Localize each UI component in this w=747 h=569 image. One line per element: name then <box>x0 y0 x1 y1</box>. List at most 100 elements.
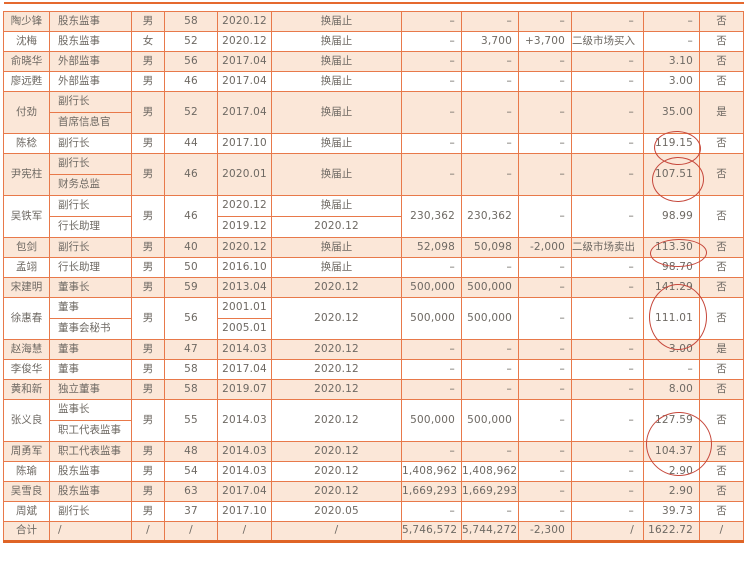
cell-end-date: 换届止 <box>271 71 402 92</box>
cell-other-comp-flag: 否 <box>699 71 744 92</box>
cell-shares-begin: – <box>401 441 462 462</box>
cell-other-comp-flag: 否 <box>699 297 744 340</box>
cell-shares-change: – <box>518 461 572 482</box>
table-row: 张义良 监事长男 55 2014.03 2020.12 500,000 500,000– –1… <box>3 399 744 442</box>
cell-name: 宋建明 <box>3 277 50 298</box>
cell-end-date: 2020.12 <box>271 481 402 502</box>
cell-position: 股东监事 <box>49 11 132 32</box>
cell-shares-end: 500,000 <box>461 399 519 442</box>
cell-position: 副行长 <box>49 501 132 522</box>
cell-end-date: 换届止 <box>271 237 402 258</box>
cell-end-date: 换届止 <box>271 195 402 217</box>
cell-start-date: 2017.10 <box>217 501 272 522</box>
cell-end-date: 2020.12 <box>271 379 402 400</box>
table-row: 俞晓华 外部监事男 56 2017.04 换届止 – – – –3.10 否 <box>3 51 744 72</box>
cell-shares-begin: 230,362 <box>401 195 462 238</box>
page-top-rule <box>4 2 744 4</box>
cell-other-comp-flag: 是 <box>699 339 744 360</box>
cell-compensation: – <box>643 11 700 32</box>
cell-name: 赵海慧 <box>3 339 50 360</box>
cell-position: 财务总监 <box>49 174 132 196</box>
table-subrow: 首席信息官 <box>4 112 744 134</box>
cell-shares-change: – <box>518 257 572 278</box>
cell-shares-end: 1,669,293 <box>461 481 519 502</box>
table-subrow: 财务总监 <box>4 174 744 196</box>
cell-compensation: 111.01 <box>643 297 700 340</box>
cell-age: 46 <box>164 153 218 196</box>
cell-shares-change: – <box>518 51 572 72</box>
cell-age: 46 <box>164 71 218 92</box>
cell-shares-begin: – <box>401 339 462 360</box>
cell-age: 37 <box>164 501 218 522</box>
cell-position: 董事 <box>49 297 132 319</box>
cell-compensation: 98.99 <box>643 195 700 238</box>
cell-position: 董事 <box>49 359 132 380</box>
cell-age: 47 <box>164 339 218 360</box>
cell-change-reason: 二级市场卖出 <box>571 237 644 258</box>
cell-gender: 男 <box>131 257 165 278</box>
cell-shares-change: – <box>518 339 572 360</box>
cell-shares-change: – <box>518 297 572 340</box>
cell-age: 58 <box>164 11 218 32</box>
cell-compensation: 8.00 <box>643 379 700 400</box>
cell-shares-end: 5,744,272 <box>461 521 519 542</box>
cell-position: 副行长 <box>49 133 132 154</box>
cell-compensation: 2.90 <box>643 481 700 502</box>
cell-name: 俞晓华 <box>3 51 50 72</box>
cell-gender: 男 <box>131 195 165 238</box>
cell-other-comp-flag: / <box>699 521 744 542</box>
cell-start-date: 2017.04 <box>217 91 272 134</box>
cell-other-comp-flag: 是 <box>699 91 744 134</box>
cell-compensation: 39.73 <box>643 501 700 522</box>
cell-compensation: – <box>643 31 700 52</box>
table-row: 包剑 副行长男 40 2020.12 换届止 52,098 50,098 -2,000 二级市场… <box>3 237 744 258</box>
cell-position: 行长助理 <box>49 257 132 278</box>
cell-change-reason: 二级市场买入 <box>571 31 644 52</box>
cell-shares-begin: 1,408,962 <box>401 461 462 482</box>
cell-position: 首席信息官 <box>49 112 132 134</box>
cell-age: 59 <box>164 277 218 298</box>
cell-gender: 男 <box>131 71 165 92</box>
cell-shares-change: -2,300 <box>518 521 572 542</box>
cell-gender: / <box>131 521 165 542</box>
cell-compensation: 104.37 <box>643 441 700 462</box>
cell-shares-end: – <box>461 51 519 72</box>
cell-shares-change: -2,000 <box>518 237 572 258</box>
cell-compensation: 35.00 <box>643 91 700 134</box>
cell-change-reason: – <box>571 441 644 462</box>
cell-position: 副行长 <box>49 195 132 217</box>
cell-other-comp-flag: 否 <box>699 237 744 258</box>
cell-shares-end: – <box>461 91 519 134</box>
table-row: 吴铁军 副行长男 46 2020.12 换届止 230,362 230,362– –98.99… <box>3 195 744 238</box>
cell-name: 徐惠春 <box>3 297 50 340</box>
cell-start-date: 2019.07 <box>217 379 272 400</box>
cell-end-date: 2020.12 <box>271 461 402 482</box>
cell-other-comp-flag: 否 <box>699 31 744 52</box>
cell-position: 董事 <box>49 339 132 360</box>
cell-other-comp-flag: 否 <box>699 461 744 482</box>
table-row: 陈瑜 股东监事男 54 2014.03 2020.12 1,408,962 1,408,96… <box>3 461 744 482</box>
cell-end-date: / <box>271 521 402 542</box>
cell-end-date: 换届止 <box>271 257 402 278</box>
cell-shares-begin: 500,000 <box>401 277 462 298</box>
cell-gender: 男 <box>131 441 165 462</box>
cell-gender: 男 <box>131 359 165 380</box>
cell-start-date: 2013.04 <box>217 277 272 298</box>
cell-shares-begin: – <box>401 359 462 380</box>
cell-start-date: 2001.01 <box>217 297 272 319</box>
cell-shares-change: – <box>518 399 572 442</box>
cell-end-date: 2020.12 <box>271 441 402 462</box>
cell-gender: 男 <box>131 399 165 442</box>
cell-gender: 男 <box>131 237 165 258</box>
cell-age: 48 <box>164 441 218 462</box>
cell-name: 陈瑜 <box>3 461 50 482</box>
cell-other-comp-flag: 否 <box>699 11 744 32</box>
cell-shares-end: 50,098 <box>461 237 519 258</box>
cell-name: 黄和新 <box>3 379 50 400</box>
cell-shares-end: – <box>461 501 519 522</box>
cell-shares-begin: – <box>401 153 462 196</box>
cell-position: 副行长 <box>49 91 132 113</box>
cell-compensation: 127.59 <box>643 399 700 442</box>
cell-compensation: 1622.72 <box>643 521 700 542</box>
cell-shares-end: 1,408,962 <box>461 461 519 482</box>
